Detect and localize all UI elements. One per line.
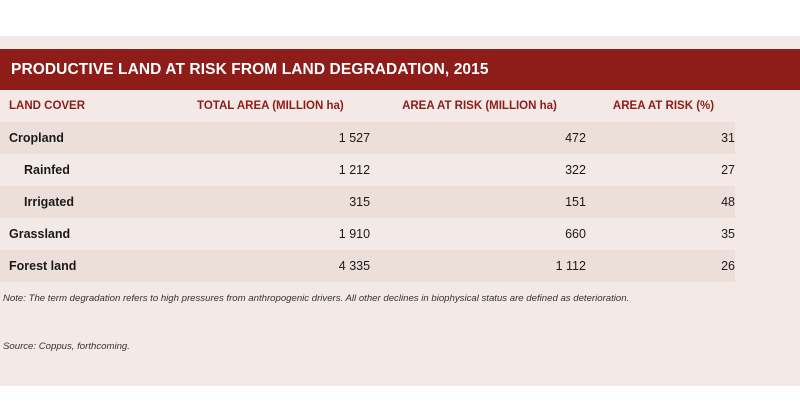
cell-pct: 48 (585, 186, 735, 218)
table-row: Rainfed 1 212 322 27 (0, 154, 735, 186)
column-header-land-cover: LAND COVER (0, 90, 186, 122)
cell-total: 1 910 (185, 218, 371, 250)
table-title: PRODUCTIVE LAND AT RISK FROM LAND DEGRAD… (0, 49, 800, 90)
land-degradation-table: LAND COVER TOTAL AREA (MILLION ha) AREA … (0, 90, 735, 282)
table-row: Irrigated 315 151 48 (0, 186, 735, 218)
cell-pct: 35 (585, 218, 735, 250)
table-header-row: LAND COVER TOTAL AREA (MILLION ha) AREA … (0, 90, 735, 122)
table-note: Note: The term degradation refers to hig… (3, 293, 630, 304)
row-label-grassland: Grassland (0, 218, 186, 250)
cell-risk: 151 (370, 186, 586, 218)
cell-risk: 1 112 (370, 250, 586, 282)
cell-total: 315 (185, 186, 371, 218)
cell-total: 1 527 (185, 122, 371, 154)
table-row: Grassland 1 910 660 35 (0, 218, 735, 250)
cell-risk: 322 (370, 154, 586, 186)
table-row: Cropland 1 527 472 31 (0, 122, 735, 154)
row-label-cropland: Cropland (0, 122, 186, 154)
cell-risk: 472 (370, 122, 586, 154)
cell-risk: 660 (370, 218, 586, 250)
column-header-area-at-risk-pct: AREA AT RISK (%) (585, 90, 735, 122)
table-row: Forest land 4 335 1 112 26 (0, 250, 735, 282)
cell-pct: 31 (585, 122, 735, 154)
cell-total: 1 212 (185, 154, 371, 186)
row-label-irrigated: Irrigated (0, 186, 186, 218)
cell-total: 4 335 (185, 250, 371, 282)
row-label-rainfed: Rainfed (0, 154, 186, 186)
cell-pct: 26 (585, 250, 735, 282)
column-header-total-area: TOTAL AREA (MILLION ha) (185, 90, 371, 122)
column-header-area-at-risk: AREA AT RISK (MILLION ha) (370, 90, 586, 122)
table-source: Source: Coppus, forthcoming. (3, 341, 130, 352)
cell-pct: 27 (585, 154, 735, 186)
row-label-forest-land: Forest land (0, 250, 186, 282)
